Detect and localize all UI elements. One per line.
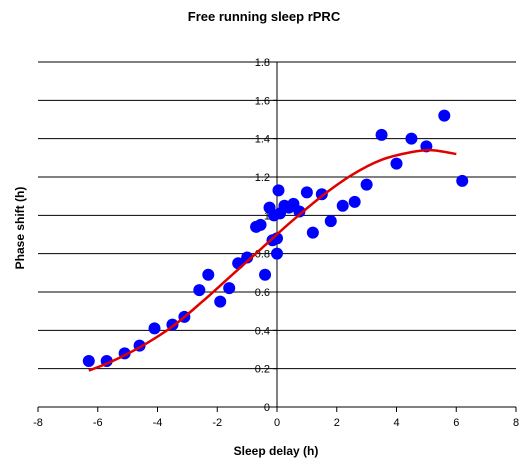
data-point bbox=[271, 247, 283, 260]
y-tick-label: 1.6 bbox=[255, 95, 270, 107]
data-point bbox=[348, 195, 361, 208]
data-point bbox=[271, 232, 283, 245]
data-point bbox=[148, 322, 161, 335]
y-tick-label: 0.2 bbox=[255, 364, 270, 376]
data-point bbox=[300, 186, 313, 199]
y-tick-label: 1.8 bbox=[255, 57, 270, 69]
y-tick-label: 0.8 bbox=[255, 249, 270, 261]
data-point bbox=[202, 268, 215, 281]
data-point bbox=[254, 218, 267, 231]
data-point bbox=[82, 355, 95, 367]
x-tick-label: 6 bbox=[453, 417, 459, 429]
x-tick-label: -6 bbox=[93, 417, 103, 429]
data-point bbox=[360, 178, 373, 191]
y-tick-label: 1 bbox=[264, 210, 270, 222]
data-point bbox=[306, 226, 319, 239]
trend-line bbox=[88, 148, 457, 372]
data-point bbox=[259, 268, 272, 281]
data-point bbox=[272, 184, 285, 197]
fit-curve bbox=[88, 148, 457, 372]
tick-labels: 0 0.2 0.4 0.6 0.8 1 1.2 1.4 1.6 1.8 -8 -6 -4 -2 0 2 4 6 8 bbox=[33, 57, 519, 429]
y-axis-title: Phase shift (h) bbox=[13, 187, 27, 270]
data-point bbox=[223, 282, 236, 295]
x-tick-label: 8 bbox=[513, 417, 519, 429]
x-tick-label: 4 bbox=[393, 417, 399, 429]
chart-title: Free running sleep rPRC bbox=[188, 9, 341, 24]
y-tick-label: 0.6 bbox=[255, 287, 270, 299]
data-point bbox=[456, 174, 469, 187]
data-point bbox=[375, 128, 388, 141]
x-tick-label: 0 bbox=[274, 417, 280, 429]
y-tick-label: 0 bbox=[264, 402, 270, 414]
x-tick-label: -4 bbox=[153, 417, 163, 429]
x-axis-title: Sleep delay (h) bbox=[234, 444, 319, 458]
data-point bbox=[336, 199, 349, 212]
x-tick-label: 2 bbox=[334, 417, 340, 429]
data-point bbox=[324, 215, 337, 228]
data-point bbox=[293, 205, 306, 218]
data-point bbox=[241, 251, 254, 264]
data-point bbox=[214, 295, 227, 308]
y-tick-label: 1.4 bbox=[255, 134, 270, 146]
x-tick-label: -2 bbox=[212, 417, 222, 429]
data-point bbox=[405, 132, 418, 145]
x-tick-label: -8 bbox=[33, 417, 43, 429]
data-point bbox=[390, 157, 403, 170]
data-point bbox=[193, 284, 206, 297]
data-points bbox=[82, 109, 469, 367]
y-tick-label: 0.4 bbox=[255, 325, 270, 337]
data-point bbox=[438, 109, 451, 122]
y-tick-label: 1.2 bbox=[255, 172, 270, 184]
